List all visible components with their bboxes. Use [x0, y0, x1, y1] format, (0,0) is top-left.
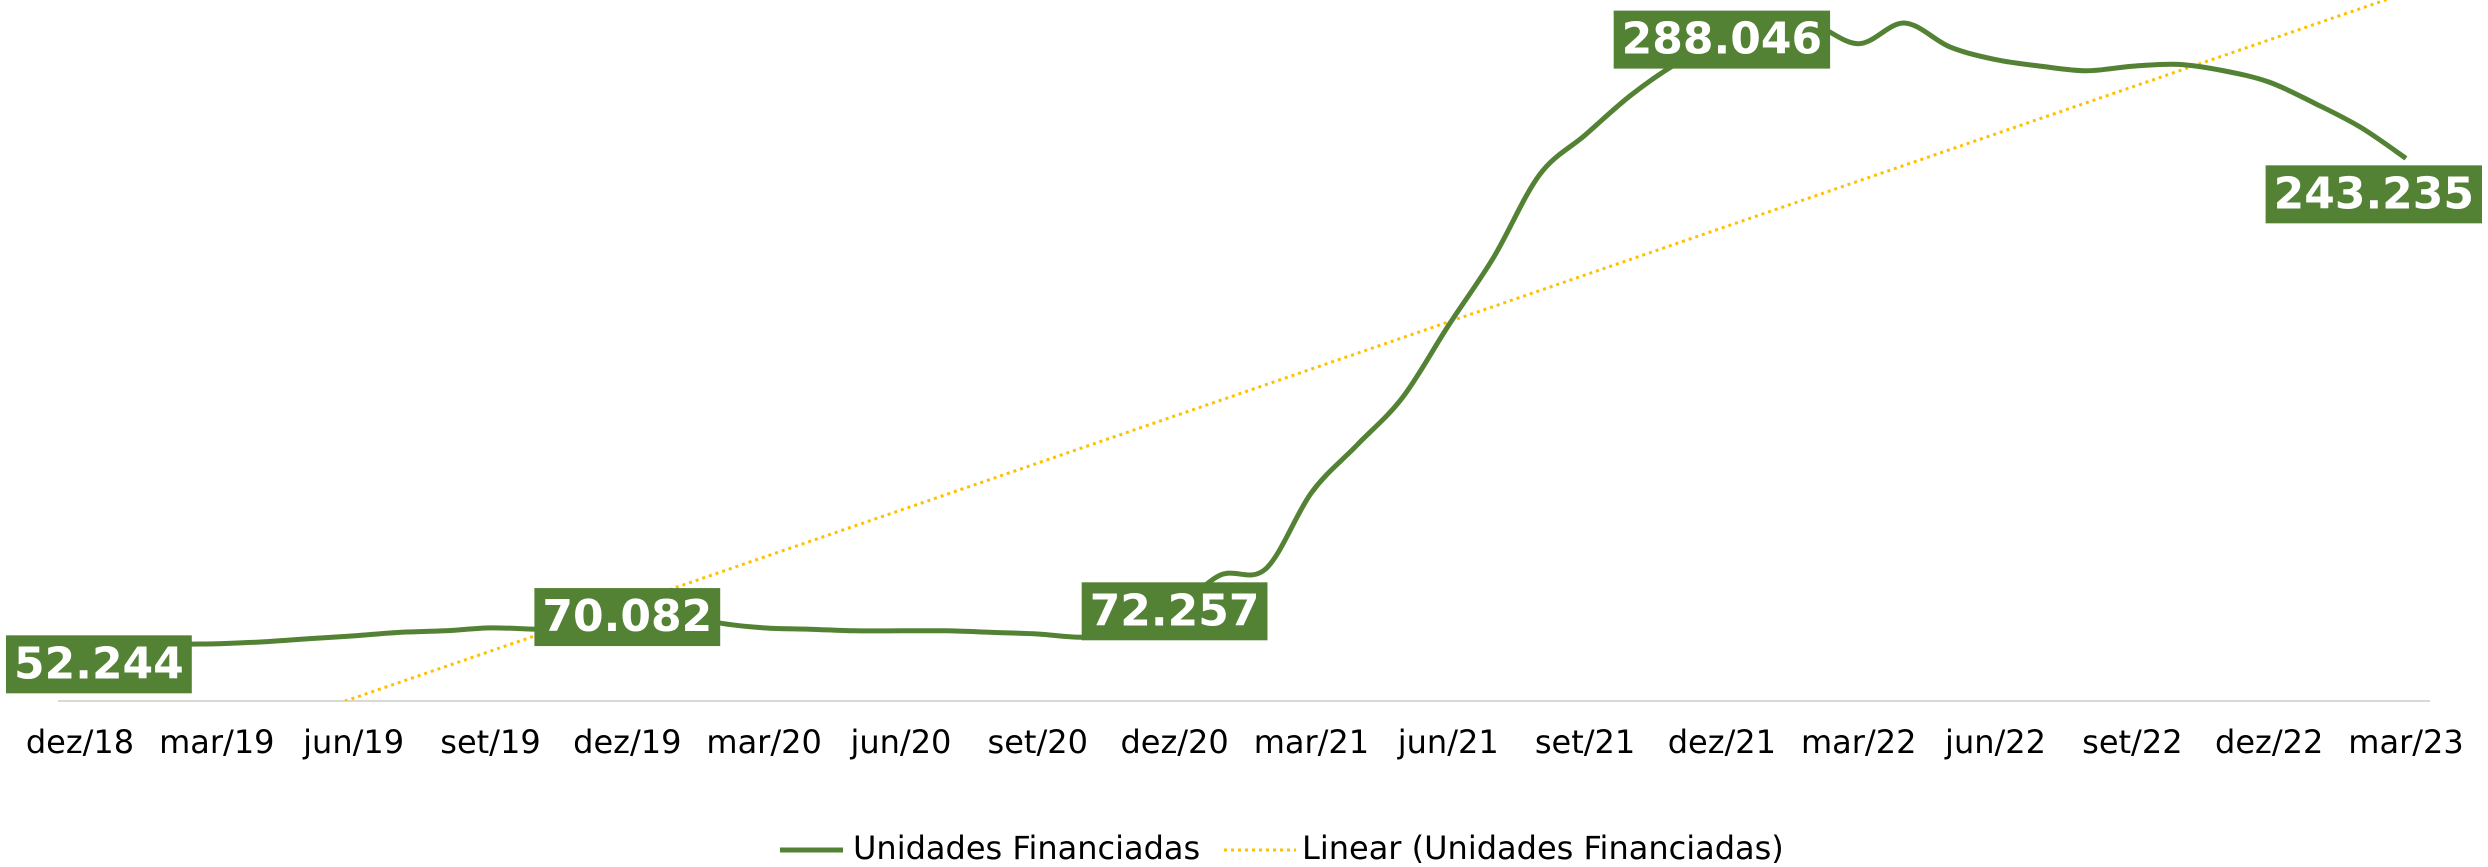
data-label-box [534, 588, 721, 647]
data-label-box [1613, 10, 1831, 69]
x-tick-label: set/22 [2082, 723, 2182, 761]
x-tick-label: mar/23 [2348, 723, 2463, 761]
x-tick-label: dez/19 [573, 723, 681, 761]
x-tick-label: mar/22 [1801, 723, 1916, 761]
x-tick-label: dez/18 [26, 723, 134, 761]
line [79, 12, 2408, 667]
x-tick-label: set/19 [440, 723, 540, 761]
data-label-box [6, 635, 192, 694]
x-tick-label: mar/20 [706, 723, 821, 761]
x-tick-label: set/21 [1535, 723, 1635, 761]
data-label-box [2265, 165, 2482, 224]
legend-label: Linear (Unidades Financiadas) [1302, 829, 1784, 867]
data-label-box [1081, 582, 1268, 641]
data-label: 72.257 [1081, 582, 1268, 641]
x-tick-label: dez/21 [1668, 723, 1776, 761]
x-tick-label: dez/20 [1120, 723, 1228, 761]
data-label-text: 72.257 [1090, 585, 1260, 636]
data-label: 288.046 [1613, 10, 1831, 69]
data-label: 243.235 [2265, 165, 2482, 224]
x-tick-label: dez/22 [2215, 723, 2323, 761]
data-label: 70.082 [534, 588, 721, 647]
x-tick-label: jun/22 [1944, 723, 2046, 761]
x-tick-label: jun/20 [849, 723, 951, 761]
data-label-text: 288.046 [1622, 14, 1822, 65]
x-tick-label: set/20 [988, 723, 1088, 761]
x-tick-label: jun/21 [1397, 723, 1499, 761]
data-label-text: 70.082 [542, 591, 712, 642]
x-tick-label: mar/21 [1254, 723, 1369, 761]
x-tick-label: jun/19 [302, 723, 404, 761]
x-tick-label: mar/19 [159, 723, 274, 761]
data-label-text: 243.235 [2274, 168, 2474, 219]
data-label: 52.244 [6, 635, 192, 694]
legend-label: Unidades Financiadas [853, 829, 1200, 867]
data-label-text: 52.244 [14, 638, 184, 689]
trendline [340, 0, 2390, 701]
